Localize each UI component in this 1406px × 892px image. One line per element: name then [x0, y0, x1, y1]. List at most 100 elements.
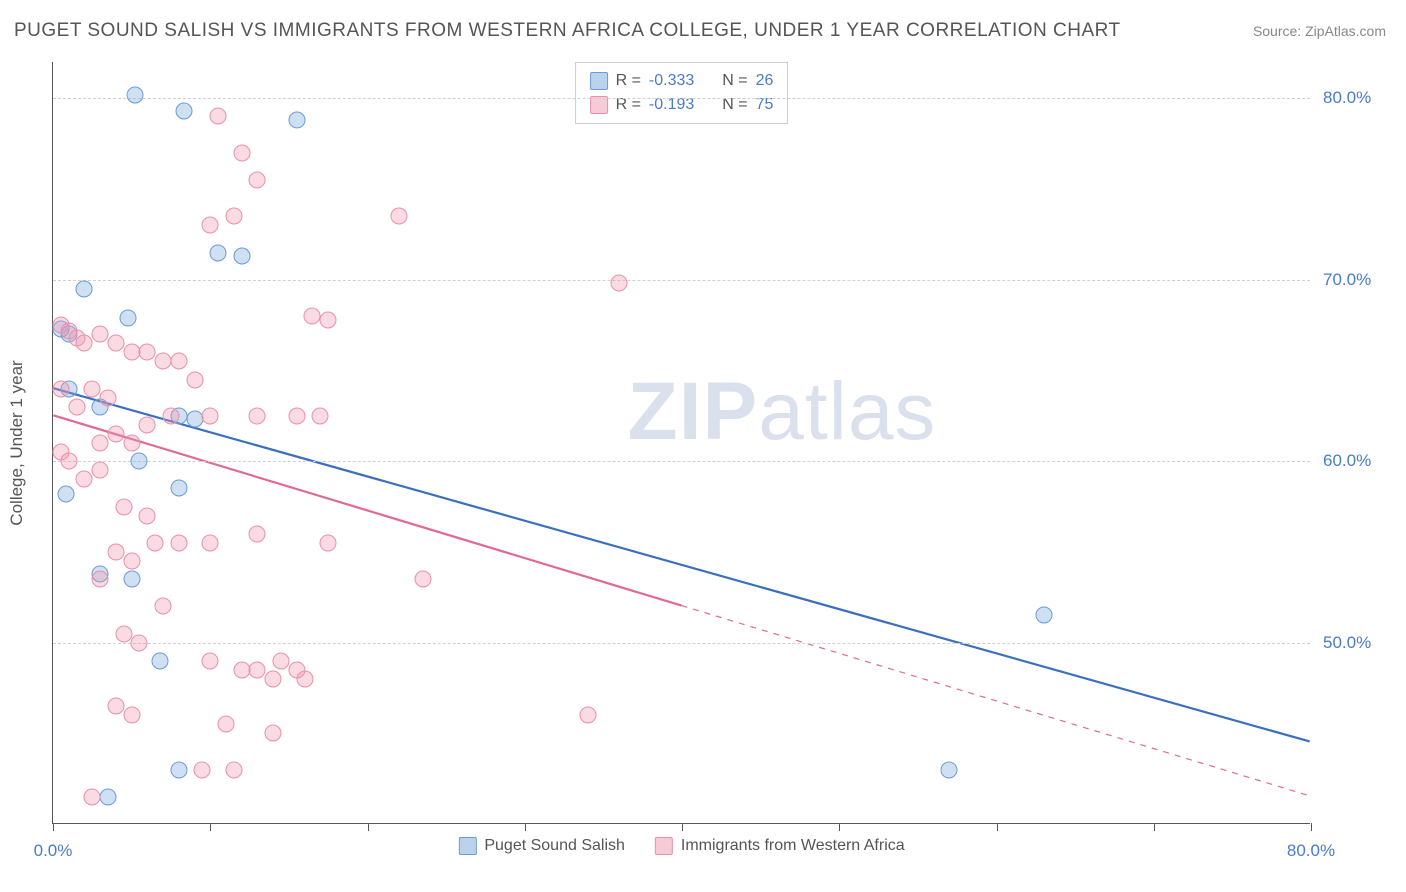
scatter-point	[312, 407, 329, 424]
legend-correlation: R = -0.333 N = 26 R = -0.193 N = 75	[575, 62, 789, 124]
scatter-point	[162, 407, 179, 424]
xtick	[368, 823, 369, 831]
legend-r-value: -0.193	[649, 93, 694, 117]
scatter-point	[210, 244, 227, 261]
scatter-point	[202, 534, 219, 551]
scatter-point	[115, 498, 132, 515]
xtick	[53, 823, 54, 831]
scatter-point	[139, 507, 156, 524]
legend-label: Immigrants from Western Africa	[681, 837, 905, 855]
chart-title: PUGET SOUND SALISH VS IMMIGRANTS FROM WE…	[14, 20, 1121, 42]
xtick-label: 80.0%	[1287, 841, 1335, 861]
scatter-point	[139, 416, 156, 433]
legend-label: Puget Sound Salish	[484, 837, 625, 855]
scatter-point	[123, 552, 140, 569]
scatter-point	[155, 353, 172, 370]
scatter-point	[175, 102, 192, 119]
legend-swatch-pink	[655, 837, 673, 855]
plot-area: College, Under 1 year ZIPatlas R = -0.33…	[52, 62, 1310, 824]
scatter-point	[170, 534, 187, 551]
scatter-point	[186, 371, 203, 388]
legend-row-2: R = -0.193 N = 75	[590, 93, 774, 117]
scatter-point	[186, 411, 203, 428]
scatter-point	[60, 453, 77, 470]
scatter-point	[941, 761, 958, 778]
scatter-point	[249, 661, 266, 678]
scatter-point	[100, 389, 117, 406]
scatter-point	[120, 309, 137, 326]
xtick	[525, 823, 526, 831]
scatter-point	[57, 485, 74, 502]
source-label: Source: ZipAtlas.com	[1253, 23, 1386, 39]
scatter-point	[131, 634, 148, 651]
scatter-point	[52, 380, 69, 397]
scatter-point	[194, 761, 211, 778]
scatter-point	[92, 326, 109, 343]
legend-item-blue: Puget Sound Salish	[458, 837, 625, 855]
gridline	[53, 461, 1310, 462]
xtick	[210, 823, 211, 831]
legend-swatch-blue	[458, 837, 476, 855]
scatter-point	[611, 275, 628, 292]
scatter-point	[139, 344, 156, 361]
scatter-point	[115, 625, 132, 642]
scatter-point	[126, 86, 143, 103]
scatter-point	[76, 280, 93, 297]
scatter-point	[210, 108, 227, 125]
scatter-point	[68, 398, 85, 415]
legend-r-label: R =	[616, 69, 641, 93]
scatter-point	[84, 788, 101, 805]
scatter-point	[217, 716, 234, 733]
scatter-point	[233, 661, 250, 678]
scatter-point	[92, 571, 109, 588]
gridline	[53, 643, 1310, 644]
scatter-point	[92, 435, 109, 452]
scatter-point	[147, 534, 164, 551]
xtick-label: 0.0%	[34, 841, 73, 861]
scatter-point	[107, 543, 124, 560]
trend-line-dashed	[682, 606, 1310, 796]
legend-n-label: N =	[722, 69, 747, 93]
scatter-point	[320, 534, 337, 551]
scatter-point	[84, 380, 101, 397]
scatter-point	[123, 435, 140, 452]
scatter-point	[170, 353, 187, 370]
scatter-point	[265, 725, 282, 742]
scatter-point	[249, 525, 266, 542]
scatter-point	[233, 144, 250, 161]
scatter-point	[304, 308, 321, 325]
scatter-point	[151, 652, 168, 669]
scatter-point	[225, 761, 242, 778]
gridline	[53, 280, 1310, 281]
gridline	[53, 98, 1310, 99]
xtick	[839, 823, 840, 831]
scatter-point	[123, 571, 140, 588]
xtick	[997, 823, 998, 831]
xtick	[1311, 823, 1312, 831]
scatter-point	[170, 480, 187, 497]
legend-swatch-blue	[590, 72, 608, 90]
scatter-point	[202, 407, 219, 424]
scatter-point	[249, 407, 266, 424]
scatter-point	[265, 670, 282, 687]
scatter-point	[288, 407, 305, 424]
legend-n-value: 26	[756, 69, 774, 93]
scatter-point	[155, 598, 172, 615]
legend-item-pink: Immigrants from Western Africa	[655, 837, 905, 855]
ytick-label: 60.0%	[1323, 451, 1371, 471]
scatter-point	[123, 344, 140, 361]
scatter-point	[249, 171, 266, 188]
scatter-point	[170, 761, 187, 778]
scatter-point	[1035, 607, 1052, 624]
scatter-point	[273, 652, 290, 669]
scatter-point	[288, 112, 305, 129]
ytick-label: 80.0%	[1323, 88, 1371, 108]
scatter-point	[579, 707, 596, 724]
scatter-point	[76, 471, 93, 488]
header-row: PUGET SOUND SALISH VS IMMIGRANTS FROM WE…	[14, 20, 1386, 42]
scatter-point	[92, 462, 109, 479]
legend-r-label: R =	[616, 93, 641, 117]
legend-r-value: -0.333	[649, 69, 694, 93]
scatter-point	[233, 248, 250, 265]
scatter-point	[202, 652, 219, 669]
